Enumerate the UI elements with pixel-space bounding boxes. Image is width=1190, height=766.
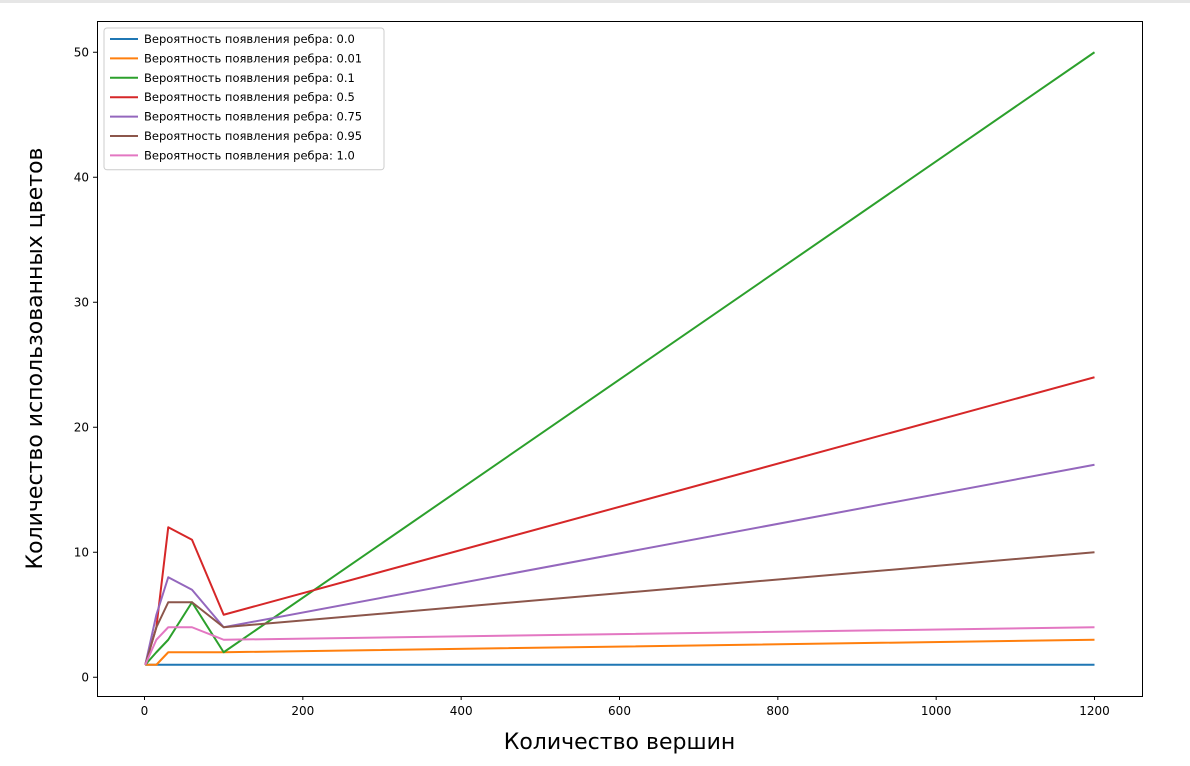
legend-box [103,27,385,171]
y-tick-label: 30 [74,295,89,309]
series-line-1 [145,638,1095,666]
y-axis-ticks: 0 10 20 30 40 50 [74,45,97,684]
series-lines [144,51,1096,666]
x-tick-label: 600 [608,704,631,718]
x-tick-label: 400 [450,704,473,718]
y-tick-label: 0 [81,670,89,684]
legend-label: Вероятность появления ребра: 0.95 [144,129,362,143]
x-tick-label: 800 [766,704,789,718]
legend-label: Вероятность появления ребра: 0.01 [144,51,362,65]
legend-label: Вероятность появления ребра: 0.75 [144,110,362,124]
y-tick-label: 40 [74,170,89,184]
legend: Вероятность появления ребра: 0.0 Вероятно… [103,27,385,171]
y-tick-label: 20 [74,420,89,434]
x-tick-label: 1200 [1079,704,1110,718]
x-tick-label: 0 [141,704,149,718]
y-tick-label: 50 [74,45,89,59]
series-line-4 [144,463,1095,665]
series-line-2 [144,51,1096,666]
x-axis-title: Количество вершин [504,730,736,755]
legend-label: Вероятность появления ребра: 1.0 [144,148,355,162]
legend-label: Вероятность появления ребра: 0.5 [144,90,355,104]
x-tick-label: 200 [291,704,314,718]
legend-label: Вероятность появления ребра: 0.0 [144,32,355,46]
top-rule [0,0,1190,3]
y-tick-label: 10 [74,545,89,559]
x-tick-label: 1000 [921,704,952,718]
legend-label: Вероятность появления ребра: 0.1 [144,71,355,85]
series-line-5 [144,551,1095,666]
x-axis-ticks: 0 200 400 600 800 1000 1200 [141,696,1110,718]
series-line-6 [144,626,1095,666]
y-axis-title: Количество использованных цветов [23,147,48,569]
